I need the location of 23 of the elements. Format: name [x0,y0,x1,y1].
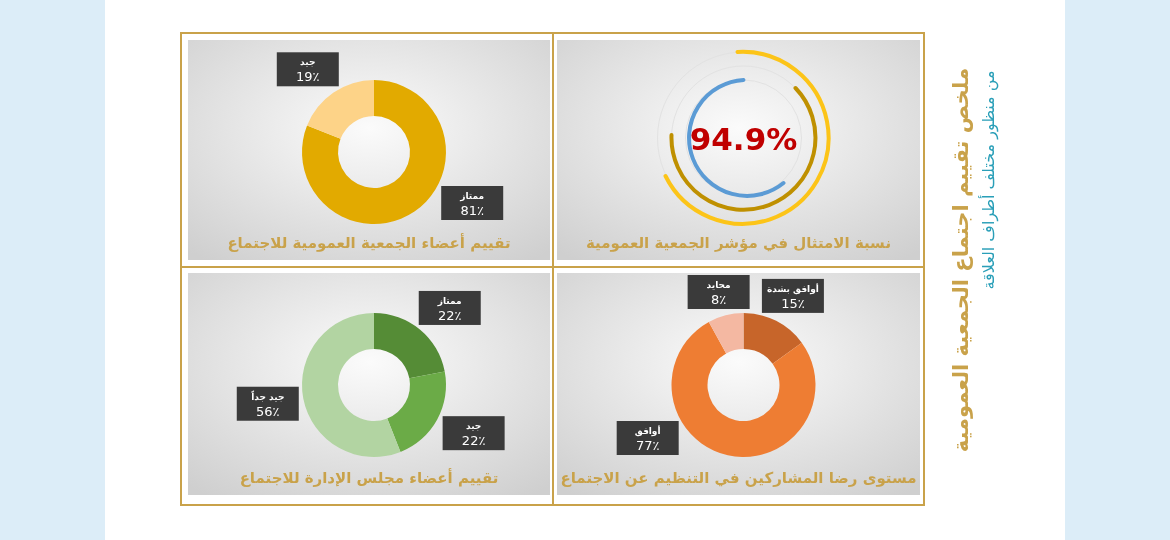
data-label: 22٪ [437,307,462,323]
text: من منظور مختلف أطراف العلاقة [978,70,999,290]
text: 94.9% [689,121,798,157]
data-label: 56٪ [256,403,280,419]
text: ملخص تقييم اجتماع الجمعية العمومية [949,67,973,453]
slice-label: ممتاز [459,191,485,202]
slice-label: أوافق بشدة [766,282,819,295]
data-label: 81٪ [460,203,484,218]
text: تقييم أعضاء مجلس الإدارة للاجتماع [239,468,499,487]
slice-label: أوافق [634,425,661,437]
slice-label: جيد جداً [250,389,285,402]
text: مستوى رضا المشاركين في التنظيم عن الاجتماع [560,469,917,487]
data-label: 8٪ [711,292,727,307]
slice-label: ممتاز [436,295,462,307]
text: تقييم أعضاء الجمعية العمومية للاجتماع [227,233,511,252]
data-label: 77٪ [635,438,660,453]
slice-label: جيد [465,421,482,432]
text: نسبة الامتثال في مؤشر الجمعية العمومية [585,234,892,252]
slice-label: محايد [706,280,731,290]
data-label: 22٪ [461,433,486,449]
slice-label: جيد [300,57,316,68]
data-label: 15٪ [781,295,805,311]
data-label: 19٪ [296,69,320,85]
